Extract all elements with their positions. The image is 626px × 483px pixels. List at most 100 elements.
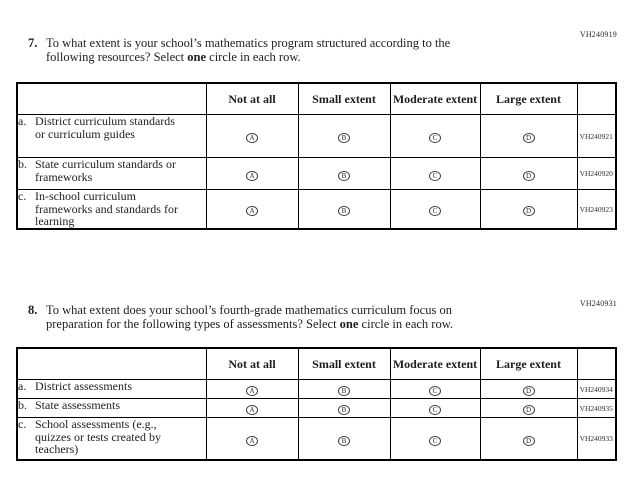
question-7-text: To what extent is your school’s mathemat… <box>46 36 588 64</box>
answer-circle-a[interactable]: A <box>246 386 258 396</box>
question-8: 8. To what extent does your school’s fou… <box>28 303 588 331</box>
question-7-bold-one: one <box>187 49 207 64</box>
row-code: VH240923 <box>576 189 617 230</box>
answer-circle-c[interactable]: C <box>429 133 441 143</box>
answer-cell-d[interactable]: D <box>479 398 578 418</box>
answer-cell-d[interactable]: D <box>479 157 578 190</box>
answer-cell-d[interactable]: D <box>479 189 578 230</box>
answer-cell-b[interactable]: B <box>297 379 391 399</box>
question-8-code: VH240931 <box>579 299 617 308</box>
question-7-table: Not at all Small extent Moderate extent … <box>16 82 617 230</box>
header-not-at-all: Not at all <box>205 82 299 115</box>
question-7-number: 7. <box>28 36 38 50</box>
answer-circle-b[interactable]: B <box>338 386 350 396</box>
answer-circle-a[interactable]: A <box>246 206 258 216</box>
question-8-bold-one: one <box>339 316 359 331</box>
header-moderate-extent: Moderate extent <box>389 347 481 380</box>
table-row: c. In-school curriculum frameworks and st… <box>16 189 617 230</box>
answer-cell-c[interactable]: C <box>389 379 481 399</box>
question-7-line2-pre: following resources? Select <box>46 49 188 64</box>
answer-circle-b[interactable]: B <box>338 133 350 143</box>
answer-circle-c[interactable]: C <box>429 405 441 415</box>
question-8-text: To what extent does your school’s fourth… <box>46 303 588 331</box>
row-letter: b. <box>18 157 27 171</box>
table-header-row: Not at all Small extent Moderate extent … <box>16 347 617 380</box>
answer-cell-d[interactable]: D <box>479 417 578 461</box>
row-code: VH240921 <box>576 114 617 158</box>
answer-cell-c[interactable]: C <box>389 114 481 158</box>
answer-circle-d[interactable]: D <box>522 405 535 415</box>
answer-circle-c[interactable]: C <box>429 435 441 446</box>
answer-circle-b[interactable]: B <box>338 206 350 216</box>
answer-cell-c[interactable]: C <box>389 157 481 190</box>
answer-circle-b[interactable]: B <box>338 170 350 181</box>
answer-cell-a[interactable]: A <box>205 417 299 461</box>
answer-circle-d[interactable]: D <box>522 170 535 181</box>
answer-circle-c[interactable]: C <box>429 386 441 396</box>
answer-circle-a[interactable]: A <box>246 170 258 181</box>
row-label-cell: b. State curriculum standards or framewor… <box>16 157 207 190</box>
table-row: b. State assessments A B C D VH240935 <box>16 398 617 418</box>
answer-cell-a[interactable]: A <box>205 379 299 399</box>
header-empty-code <box>576 347 617 380</box>
answer-cell-a[interactable]: A <box>205 114 299 158</box>
row-label-cell: b. State assessments <box>16 398 207 418</box>
table-row: c. School assessments (e.g., quizzes or t… <box>16 417 617 461</box>
question-8-line2-post: circle in each row. <box>358 316 454 331</box>
question-8-line1: To what extent does your school’s fourth… <box>46 303 452 317</box>
header-empty-label <box>16 347 207 380</box>
question-7-code: VH240919 <box>579 30 617 39</box>
answer-circle-b[interactable]: B <box>338 405 350 415</box>
row-letter: a. <box>18 379 27 393</box>
answer-cell-d[interactable]: D <box>479 114 578 158</box>
answer-cell-b[interactable]: B <box>297 398 391 418</box>
answer-cell-c[interactable]: C <box>389 398 481 418</box>
header-small-extent: Small extent <box>297 347 391 380</box>
row-letter: c. <box>18 189 27 203</box>
question-7: 7. To what extent is your school’s mathe… <box>28 36 588 64</box>
header-large-extent: Large extent <box>479 347 578 380</box>
answer-cell-a[interactable]: A <box>205 189 299 230</box>
answer-circle-a[interactable]: A <box>246 405 258 415</box>
row-code: VH240934 <box>576 379 617 399</box>
answer-circle-a[interactable]: A <box>246 435 258 446</box>
answer-circle-c[interactable]: C <box>429 206 441 216</box>
answer-circle-d[interactable]: D <box>522 386 535 396</box>
row-label: State assessments <box>35 398 120 412</box>
answer-circle-c[interactable]: C <box>429 170 441 181</box>
row-label-cell: a. District curriculum standards or curri… <box>16 114 207 158</box>
answer-circle-d[interactable]: D <box>522 435 535 446</box>
row-label-cell: c. School assessments (e.g., quizzes or t… <box>16 417 207 461</box>
answer-cell-b[interactable]: B <box>297 157 391 190</box>
header-not-at-all: Not at all <box>205 347 299 380</box>
question-8-number: 8. <box>28 303 38 317</box>
question-8-line2-pre: preparation for the following types of a… <box>46 316 340 331</box>
table-row: a. District assessments A B C D VH240934 <box>16 379 617 399</box>
answer-circle-d[interactable]: D <box>522 133 535 143</box>
answer-circle-a[interactable]: A <box>246 133 258 143</box>
header-large-extent: Large extent <box>479 82 578 115</box>
answer-cell-d[interactable]: D <box>479 379 578 399</box>
question-7-line1: To what extent is your school’s mathemat… <box>46 36 451 50</box>
answer-cell-b[interactable]: B <box>297 189 391 230</box>
table-row: a. District curriculum standards or curri… <box>16 114 617 158</box>
table-row: b. State curriculum standards or framewor… <box>16 157 617 190</box>
row-letter: a. <box>18 114 27 128</box>
answer-cell-a[interactable]: A <box>205 157 299 190</box>
row-label: School assessments (e.g., quizzes or tes… <box>35 417 161 456</box>
row-code: VH240920 <box>576 157 617 190</box>
row-label: District curriculum standards or curricu… <box>35 114 175 141</box>
answer-cell-a[interactable]: A <box>205 398 299 418</box>
answer-circle-d[interactable]: D <box>522 206 535 216</box>
question-7-line2-post: circle in each row. <box>206 49 301 64</box>
header-moderate-extent: Moderate extent <box>389 82 481 115</box>
answer-circle-b[interactable]: B <box>338 435 350 446</box>
answer-cell-b[interactable]: B <box>297 417 391 461</box>
answer-cell-b[interactable]: B <box>297 114 391 158</box>
answer-cell-c[interactable]: C <box>389 189 481 230</box>
row-label-cell: c. In-school curriculum frameworks and st… <box>16 189 207 230</box>
row-letter: b. <box>18 398 27 412</box>
header-empty-label <box>16 82 207 115</box>
answer-cell-c[interactable]: C <box>389 417 481 461</box>
